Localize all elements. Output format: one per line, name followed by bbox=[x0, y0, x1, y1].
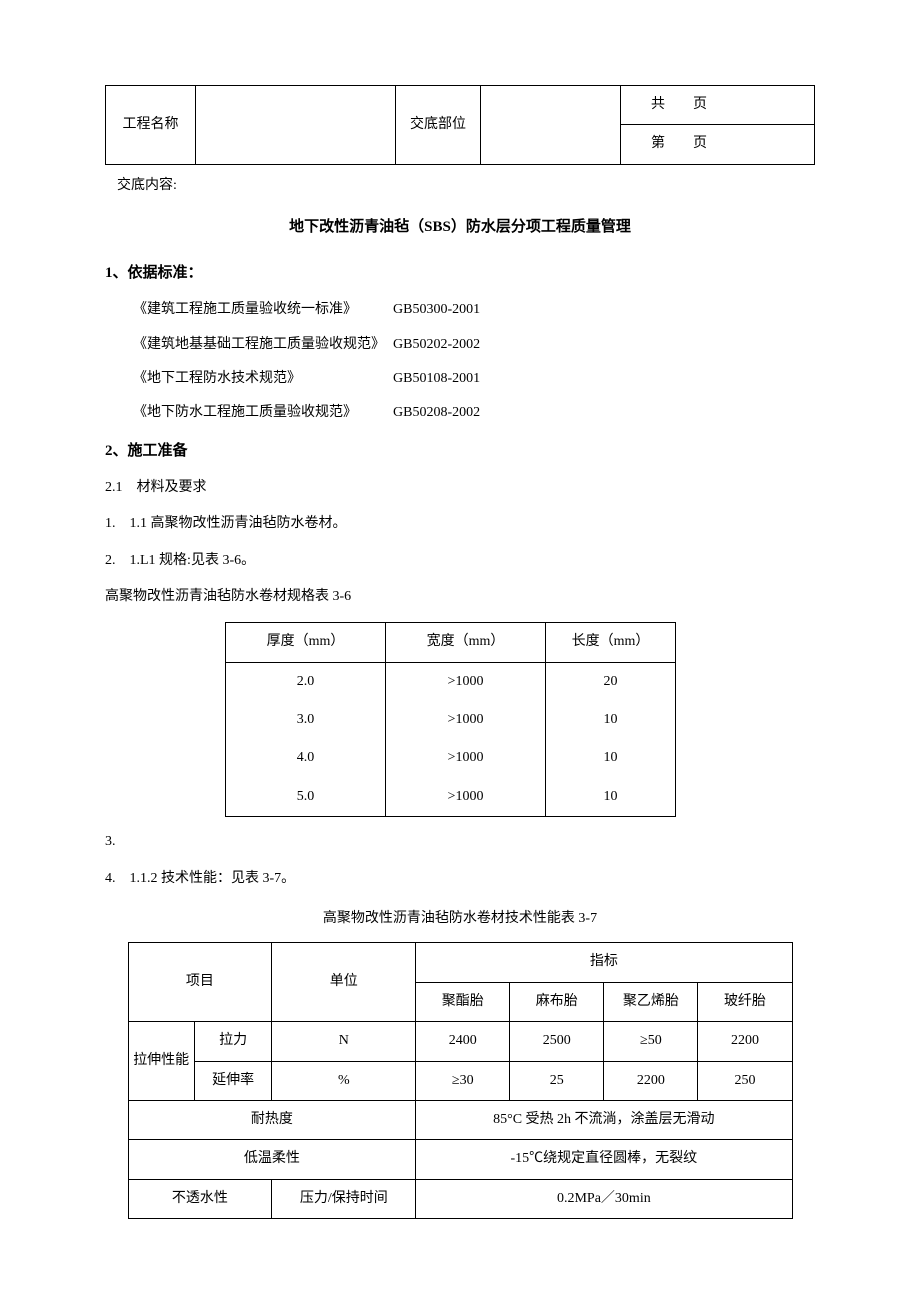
table-cell: ≥30 bbox=[416, 1061, 510, 1100]
table-header: 厚度（mm） bbox=[226, 623, 386, 662]
table-cell: -15℃绕规定直径圆棒，无裂纹 bbox=[416, 1140, 792, 1179]
standard-code: GB50208-2002 bbox=[393, 402, 480, 424]
standard-name: 《地下防水工程施工质量验收规范》 bbox=[133, 402, 393, 424]
table-cell: 2400 bbox=[416, 1022, 510, 1061]
subsection-21: 2.1 材料及要求 bbox=[105, 477, 815, 499]
table-cell: % bbox=[272, 1061, 416, 1100]
project-name-label: 工程名称 bbox=[106, 86, 196, 165]
table-cell: 2200 bbox=[698, 1022, 792, 1061]
header-table: 工程名称 交底部位 共 页 第 页 bbox=[105, 85, 815, 165]
standard-code: GB50108-2001 bbox=[393, 368, 480, 390]
table-cell: N bbox=[272, 1022, 416, 1061]
standards-list: 《建筑工程施工质量验收统一标准》 GB50300-2001 《建筑地基基础工程施… bbox=[133, 299, 815, 425]
table-cell: >1000 bbox=[386, 701, 546, 739]
table-cell: 85°C 受热 2h 不流淌，涂盖层无滑动 bbox=[416, 1100, 792, 1139]
table-cell: 低温柔性 bbox=[128, 1140, 416, 1179]
table-cell: 压力/保持时间 bbox=[272, 1179, 416, 1218]
document-title: 地下改性沥青油毡（SBS）防水层分项工程质量管理 bbox=[105, 215, 815, 239]
table-3-6: 厚度（mm） 宽度（mm） 长度（mm） 2.0 >1000 20 3.0 >1… bbox=[225, 622, 676, 817]
table-cell: 20 bbox=[546, 662, 676, 701]
table-cell: 25 bbox=[510, 1061, 604, 1100]
table-subheader: 麻布胎 bbox=[510, 982, 604, 1021]
standard-name: 《地下工程防水技术规范》 bbox=[133, 368, 393, 390]
table-cell: >1000 bbox=[386, 778, 546, 817]
table-cell: 10 bbox=[546, 739, 676, 777]
table-cell: 耐热度 bbox=[128, 1100, 416, 1139]
table-subheader: 玻纤胎 bbox=[698, 982, 792, 1021]
table-cell: 拉力 bbox=[194, 1022, 271, 1061]
project-name-value bbox=[196, 86, 396, 165]
table37-caption: 高聚物改性沥青油毡防水卷材技术性能表 3-7 bbox=[105, 908, 815, 930]
table-3-7: 项目 单位 指标 聚酯胎 麻布胎 聚乙烯胎 玻纤胎 拉伸性能 拉力 N 2400… bbox=[128, 942, 793, 1219]
table-cell: >1000 bbox=[386, 662, 546, 701]
section1-heading: 1、依据标准： bbox=[105, 261, 815, 285]
table-cell: 3.0 bbox=[226, 701, 386, 739]
list-item: 3. bbox=[105, 831, 815, 853]
table-cell: ≥50 bbox=[604, 1022, 698, 1061]
standard-code: GB50300-2001 bbox=[393, 299, 480, 321]
table-cell: 2500 bbox=[510, 1022, 604, 1061]
table-cell: >1000 bbox=[386, 739, 546, 777]
table36-caption: 高聚物改性沥青油毡防水卷材规格表 3-6 bbox=[105, 586, 815, 608]
section-label: 交底部位 bbox=[396, 86, 481, 165]
table-cell: 2200 bbox=[604, 1061, 698, 1100]
table-cell: 5.0 bbox=[226, 778, 386, 817]
table-header: 宽度（mm） bbox=[386, 623, 546, 662]
table-cell: 延伸率 bbox=[194, 1061, 271, 1100]
table-subheader: 聚酯胎 bbox=[416, 982, 510, 1021]
table-header: 单位 bbox=[272, 943, 416, 1022]
section2-heading: 2、施工准备 bbox=[105, 439, 815, 463]
standard-code: GB50202-2002 bbox=[393, 334, 480, 356]
table-cell: 0.2MPa／30min bbox=[416, 1179, 792, 1218]
table-cell: 250 bbox=[698, 1061, 792, 1100]
standard-name: 《建筑地基基础工程施工质量验收规范》 bbox=[133, 334, 393, 356]
page-number: 第 页 bbox=[621, 125, 815, 164]
section-value bbox=[481, 86, 621, 165]
page-total: 共 页 bbox=[621, 86, 815, 125]
table-header: 长度（mm） bbox=[546, 623, 676, 662]
list-item: 4. 1.1.2 技术性能：见表 3-7。 bbox=[105, 868, 815, 890]
content-label: 交底内容: bbox=[117, 175, 815, 197]
table-header: 项目 bbox=[128, 943, 272, 1022]
table-header: 指标 bbox=[416, 943, 792, 982]
table-cell: 拉伸性能 bbox=[128, 1022, 194, 1101]
table-cell: 10 bbox=[546, 778, 676, 817]
table-cell: 10 bbox=[546, 701, 676, 739]
table-cell: 4.0 bbox=[226, 739, 386, 777]
list-item: 2. 1.L1 规格:见表 3-6。 bbox=[105, 550, 815, 572]
standard-name: 《建筑工程施工质量验收统一标准》 bbox=[133, 299, 393, 321]
list-item: 1. 1.1 高聚物改性沥青油毡防水卷材。 bbox=[105, 513, 815, 535]
table-subheader: 聚乙烯胎 bbox=[604, 982, 698, 1021]
table-cell: 不透水性 bbox=[128, 1179, 272, 1218]
table-cell: 2.0 bbox=[226, 662, 386, 701]
